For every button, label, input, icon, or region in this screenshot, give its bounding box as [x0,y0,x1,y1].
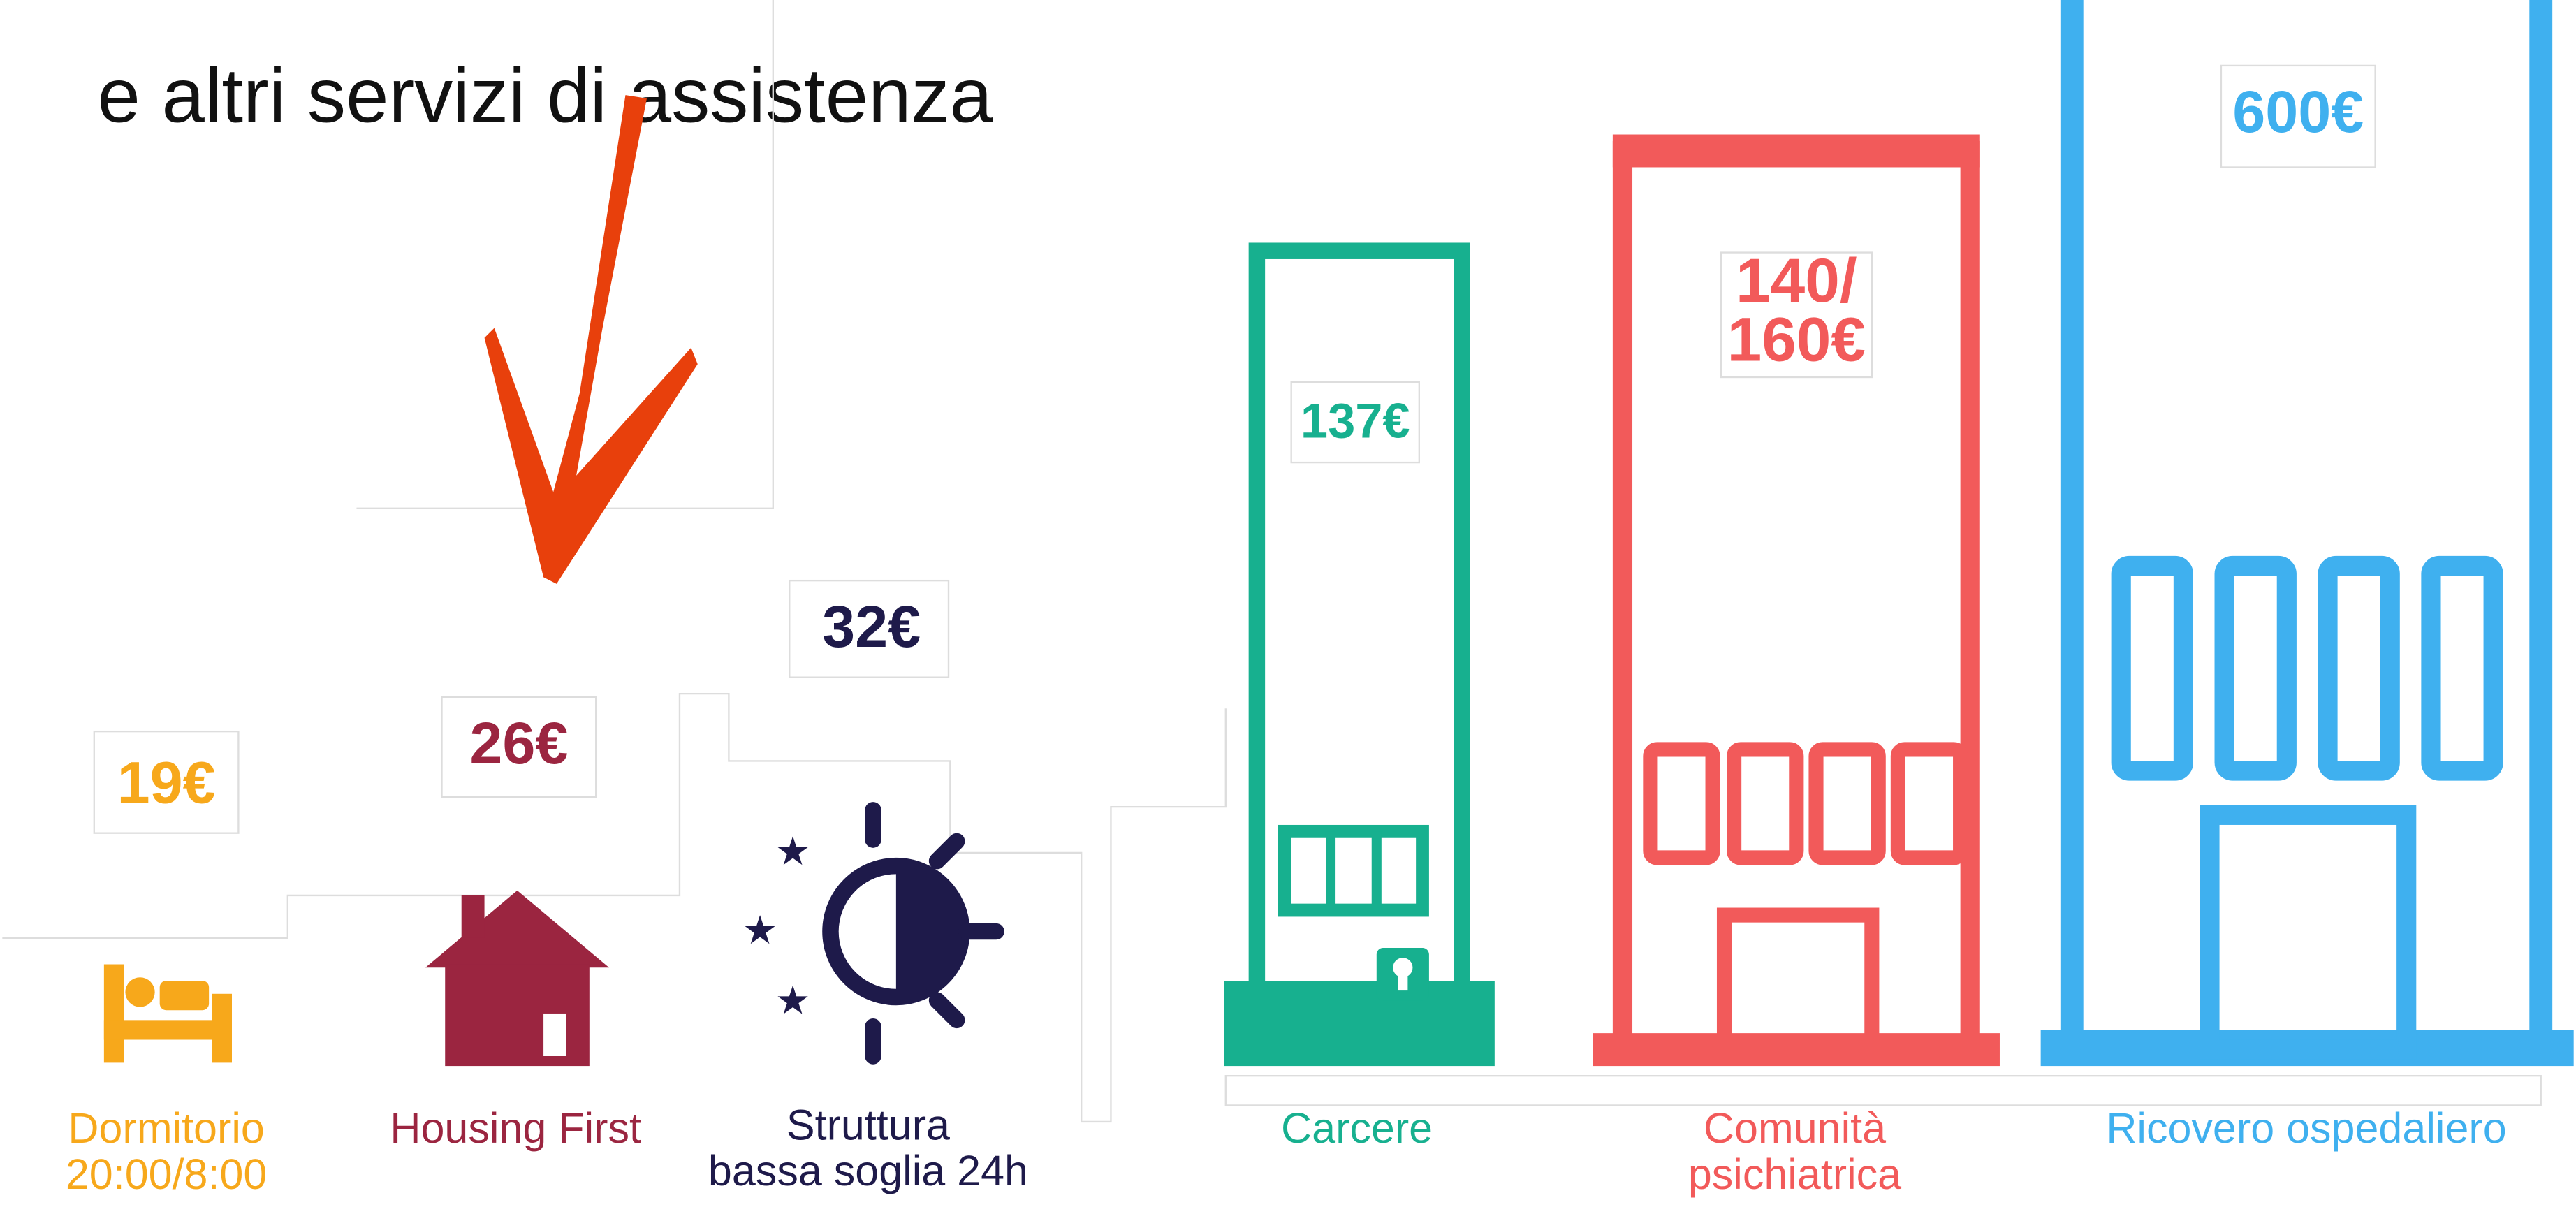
label: 20:00/8:00 [66,1150,267,1198]
label: Dormitorio [68,1104,264,1152]
price: 137€ [1301,393,1410,448]
arrow [484,95,698,584]
hospital-building [2040,0,2574,1067]
price-box [2220,64,2376,168]
heading: e altri servizi di assistenza [97,53,993,139]
backdrop [2,0,2542,1123]
svg-text:★: ★ [775,979,810,1023]
label: psichiatrica [1688,1150,1901,1198]
label: Comunità [1704,1104,1886,1152]
house-icon [425,890,609,1067]
label: Struttura [786,1101,950,1148]
label: Carcere [1281,1104,1433,1152]
price-box [441,696,597,798]
price-box [789,579,950,678]
price-box [1290,381,1421,464]
community-building [1593,134,2000,1067]
label: Housing First [390,1104,641,1152]
svg-text:★: ★ [742,908,778,952]
price-box [93,730,240,834]
price: 32€ [822,593,921,659]
price: 19€ [117,749,216,815]
label: Ricovero ospedaliero [2106,1104,2506,1152]
svg-text:★: ★ [775,829,810,873]
price-box [1720,251,1873,379]
sun-icon: ★ ★ ★ [742,802,1004,1065]
price: 600€ [2232,78,2364,145]
label: bassa soglia 24h [708,1147,1028,1194]
prison-building [1224,242,1495,1067]
price: 160€ [1727,305,1866,374]
price: 26€ [469,710,568,776]
bed-icon [103,964,232,1063]
price: 140/ [1736,245,1857,315]
